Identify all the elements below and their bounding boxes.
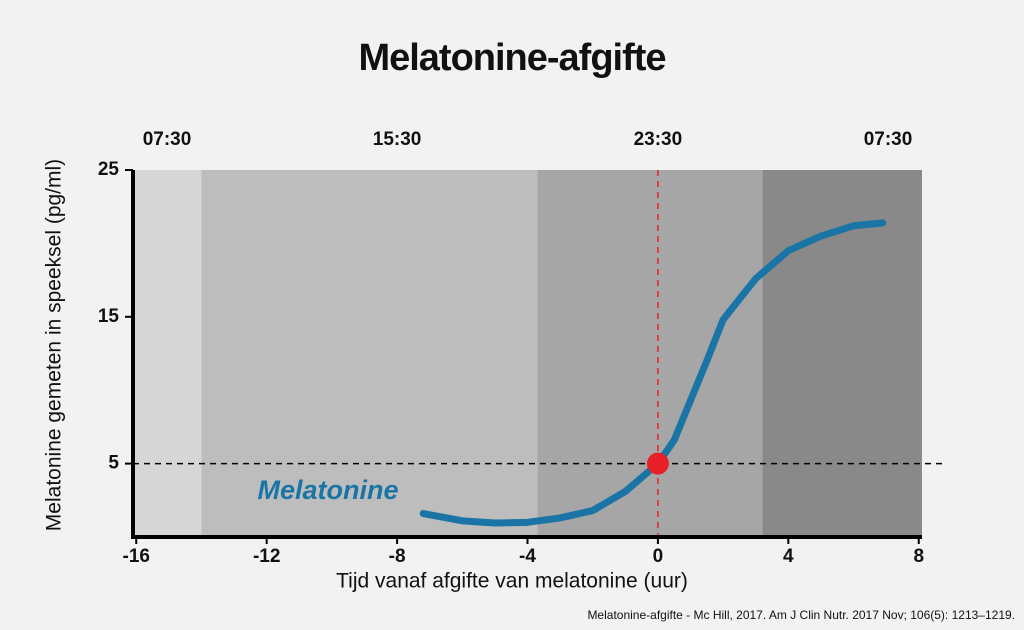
top-tick-label: 23:30 (634, 129, 683, 150)
y-axis-label: Melatonine gemeten in speeksel (pg/ml) (43, 159, 66, 531)
top-tick-label: 07:30 (143, 129, 192, 150)
series-label: Melatonine (257, 475, 398, 505)
band (201, 170, 538, 537)
chart-title: Melatonine-afgifte (358, 37, 665, 79)
x-tick-label: 8 (913, 546, 924, 567)
band (537, 170, 763, 537)
x-axis-label: Tijd vanaf afgifte van melatonine (uur) (336, 570, 688, 593)
y-tick-label: 5 (108, 453, 119, 474)
top-tick-label: 15:30 (373, 129, 422, 150)
line (419, 219, 887, 527)
y-tick-label: 15 (98, 306, 120, 327)
x-tick-label: -16 (123, 546, 150, 567)
marker (646, 452, 669, 475)
x-tick-label: 0 (653, 546, 664, 567)
band (133, 170, 202, 537)
band (762, 170, 922, 537)
x-tick-label: -4 (519, 546, 536, 567)
y-tick-label: 25 (98, 159, 120, 180)
source: Melatonine-afgifte - Mc Hill, 2017. Am J… (587, 608, 1015, 622)
x-tick-label: -8 (389, 546, 406, 567)
top-tick-label: 07:30 (864, 129, 913, 150)
x-tick-label: -12 (253, 546, 280, 567)
x-tick-label: 4 (783, 546, 794, 567)
axis (131, 170, 922, 539)
